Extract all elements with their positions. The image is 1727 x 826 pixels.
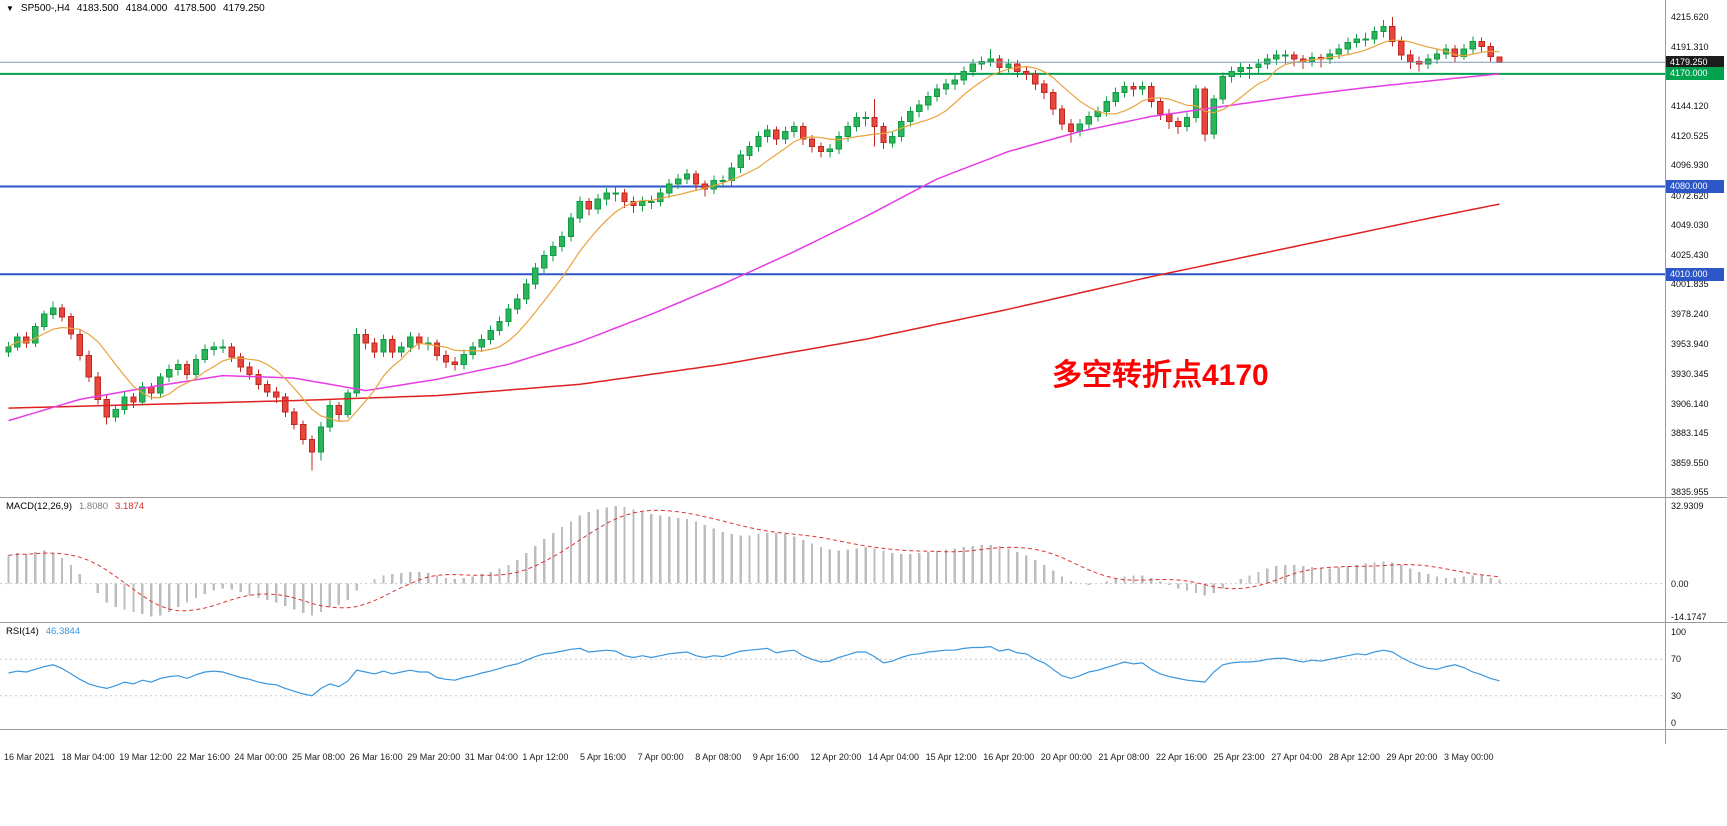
price-axis-label: 4120.525: [1671, 130, 1709, 141]
level-4080-tag: 4080.000: [1666, 180, 1724, 194]
chart-header: ▼ SP500-,H4 4183.500 4184.000 4178.500 4…: [6, 3, 265, 14]
pane-separator[interactable]: [0, 622, 1727, 623]
main-chart-pane[interactable]: [0, 0, 1665, 497]
macd-indicator-pane[interactable]: [0, 498, 1665, 622]
time-axis-label: 12 Apr 20:00: [810, 752, 862, 762]
rsi-line: [8, 645, 1500, 697]
macd-main-value: 1.8080: [79, 501, 109, 512]
rsi-indicator-pane[interactable]: [0, 623, 1665, 729]
price-axis[interactable]: 4215.620 4191.310 4144.120 4120.525 4096.930…: [1666, 0, 1727, 770]
price-axis-label: 3835.955: [1671, 487, 1709, 498]
pane-separator[interactable]: [0, 729, 1727, 730]
time-axis-label: 15 Apr 12:00: [925, 752, 977, 762]
price-axis-label: 3953.940: [1671, 339, 1709, 350]
ohlc-open: 4183.500: [76, 3, 119, 14]
level-4170-tag: 4170.000: [1666, 67, 1724, 81]
time-axis-label: 22 Apr 16:00: [1156, 752, 1208, 762]
ma-mid-line: [8, 73, 1500, 422]
rsi-value: 46.3844: [45, 626, 81, 637]
price-axis-label: 3978.240: [1671, 308, 1709, 319]
ohlc-close: 4179.250: [223, 3, 265, 14]
ohlc-high: 4184.000: [125, 3, 168, 14]
level-4010-tag: 4010.000: [1666, 267, 1724, 281]
collapse-triangle-icon[interactable]: ▼: [6, 3, 14, 13]
time-axis-label: 22 Mar 16:00: [176, 752, 230, 762]
time-axis-label: 28 Apr 12:00: [1328, 752, 1380, 762]
time-axis-label: 26 Mar 16:00: [349, 752, 403, 762]
price-axis-label: 3930.345: [1671, 368, 1709, 379]
time-axis-label: 5 Apr 16:00: [580, 752, 627, 762]
time-axis-label: 24 Mar 00:00: [234, 752, 288, 762]
time-axis-label: 14 Apr 04:00: [868, 752, 920, 762]
price-axis-label: 4049.030: [1671, 220, 1709, 231]
time-axis-label: 19 Mar 12:00: [119, 752, 173, 762]
price-axis-label: 4072.620: [1671, 190, 1709, 201]
price-axis-label: 3859.550: [1671, 457, 1709, 468]
price-axis-label: 4215.620: [1671, 11, 1709, 22]
rsi-label-row: RSI(14) 46.3844: [6, 626, 80, 637]
ohlc-low: 4178.500: [174, 3, 216, 14]
price-axis-label: 3906.140: [1671, 399, 1709, 410]
price-axis-label: 4096.930: [1671, 160, 1709, 171]
ma-slow-line: [8, 203, 1500, 409]
macd-label-row: MACD(12,26,9) 1.8080 3.1874: [6, 501, 144, 512]
price-axis-label: 4025.430: [1671, 249, 1709, 260]
time-axis-label: 31 Mar 04:00: [464, 752, 518, 762]
price-axis-border: [1665, 0, 1666, 744]
macd-axis-label: 32.9309: [1671, 501, 1704, 512]
time-axis-label: 27 Apr 04:00: [1271, 752, 1323, 762]
macd-histogram: [7, 506, 1501, 617]
time-axis-label: 1 Apr 12:00: [522, 752, 569, 762]
macd-signal-line: [8, 509, 1500, 612]
time-axis-label: 16 Apr 20:00: [983, 752, 1035, 762]
time-axis-label: 29 Apr 20:00: [1386, 752, 1438, 762]
time-axis-label: 25 Mar 08:00: [292, 752, 346, 762]
rsi-indicator-label: RSI(14): [6, 626, 39, 637]
time-axis-label: 3 May 00:00: [1444, 752, 1494, 762]
price-axis-label: 4191.310: [1671, 42, 1709, 53]
macd-indicator-label: MACD(12,26,9): [6, 501, 72, 512]
bid-price-tag: 4179.250: [1666, 55, 1724, 69]
macd-axis-label: 0.00: [1671, 578, 1689, 589]
rsi-axis-label: 0: [1671, 718, 1677, 728]
price-axis-label: 4001.835: [1671, 279, 1709, 290]
ma-fast-line: [8, 39, 1500, 423]
pane-separator[interactable]: [0, 497, 1727, 498]
price-axis-label: 4144.120: [1671, 101, 1709, 112]
time-axis-label: 9 Apr 16:00: [752, 752, 799, 762]
rsi-axis-label: 100: [1671, 627, 1687, 637]
candles: [5, 16, 1503, 471]
time-axis-label: 25 Apr 23:00: [1213, 752, 1265, 762]
symbol-period-label: SP500-,H4: [20, 3, 70, 14]
rsi-axis-label: 70: [1671, 654, 1682, 665]
time-axis-label: 16 Mar 2021: [4, 752, 55, 762]
macd-axis-label: -14.1747: [1671, 611, 1707, 622]
time-axis-label: 29 Mar 20:00: [407, 752, 461, 762]
rsi-axis-label: 30: [1671, 690, 1682, 701]
price-axis-label: 3883.145: [1671, 427, 1709, 438]
time-axis-label: 20 Apr 00:00: [1040, 752, 1092, 762]
macd-signal-value: 3.1874: [115, 501, 145, 512]
time-axis[interactable]: 16 Mar 2021 18 Mar 04:00 19 Mar 12:00 22 Ma…: [0, 750, 1665, 764]
time-axis-label: 8 Apr 08:00: [695, 752, 742, 762]
chart-annotation-text[interactable]: 多空转折点4170: [1052, 359, 1269, 392]
time-axis-label: 21 Apr 08:00: [1098, 752, 1150, 762]
time-axis-label: 18 Mar 04:00: [61, 752, 115, 762]
time-axis-label: 7 Apr 00:00: [637, 752, 684, 762]
